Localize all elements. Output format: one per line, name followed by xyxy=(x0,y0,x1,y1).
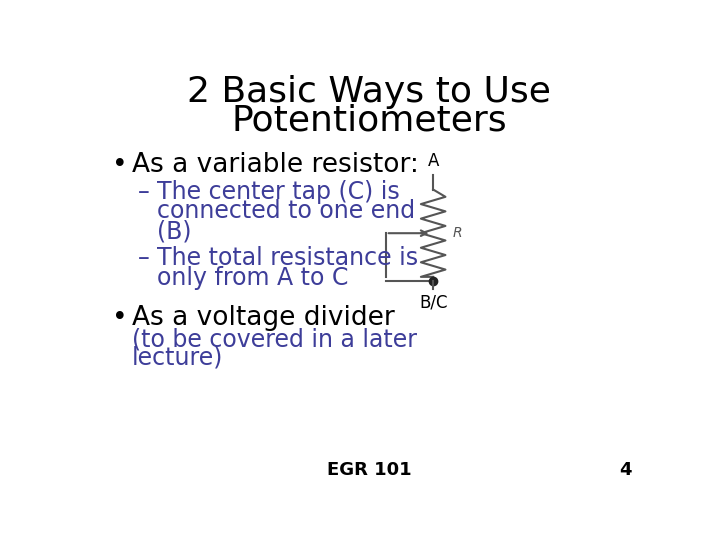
Text: Potentiometers: Potentiometers xyxy=(231,104,507,138)
Text: •: • xyxy=(112,306,128,332)
Text: lecture): lecture) xyxy=(132,346,223,370)
Text: As a voltage divider: As a voltage divider xyxy=(132,306,395,332)
Text: •: • xyxy=(112,152,128,178)
Text: The total resistance is: The total resistance is xyxy=(157,246,418,270)
Text: 4: 4 xyxy=(618,461,631,479)
Text: R: R xyxy=(452,226,462,240)
Text: –: – xyxy=(138,246,149,270)
Text: The center tap (C) is: The center tap (C) is xyxy=(157,180,400,204)
Text: connected to one end: connected to one end xyxy=(157,199,415,223)
Text: (B): (B) xyxy=(157,219,192,243)
Text: As a variable resistor:: As a variable resistor: xyxy=(132,152,419,178)
Text: –: – xyxy=(138,180,149,204)
Text: B/C: B/C xyxy=(419,294,447,312)
Text: only from A to C: only from A to C xyxy=(157,266,348,289)
Text: A: A xyxy=(428,152,439,170)
Text: (to be covered in a later: (to be covered in a later xyxy=(132,327,417,351)
Text: 2 Basic Ways to Use: 2 Basic Ways to Use xyxy=(187,75,551,109)
Text: EGR 101: EGR 101 xyxy=(327,461,411,479)
